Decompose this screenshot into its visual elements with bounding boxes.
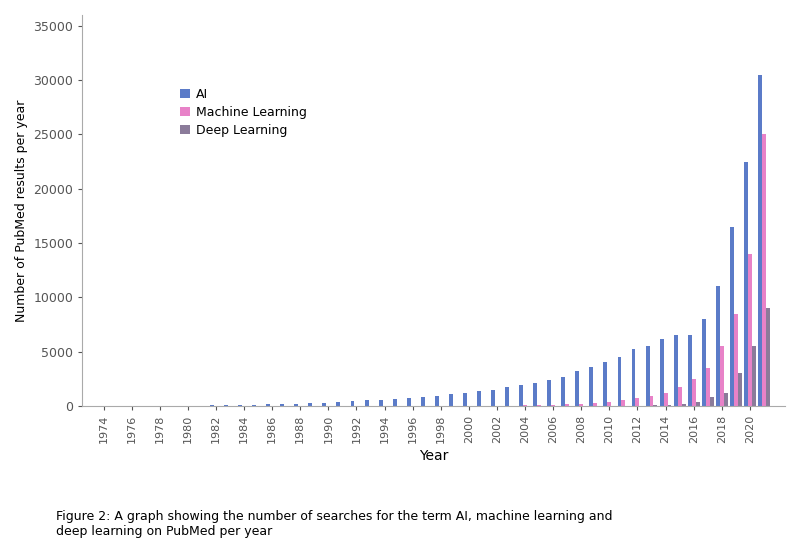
Bar — [566, 404, 569, 406]
Bar — [622, 400, 626, 406]
Bar — [734, 314, 738, 406]
Bar — [594, 403, 598, 406]
Bar — [660, 339, 664, 406]
Bar — [646, 346, 650, 406]
Bar — [252, 405, 256, 406]
Bar — [688, 336, 692, 406]
Bar — [280, 404, 284, 406]
Bar — [337, 402, 341, 406]
Bar — [378, 400, 382, 406]
Bar — [579, 403, 583, 406]
Bar — [730, 227, 734, 406]
Bar — [519, 385, 523, 406]
Bar — [678, 387, 682, 406]
Bar — [674, 336, 678, 406]
Bar — [724, 393, 728, 406]
Bar — [752, 346, 756, 406]
Bar — [766, 308, 770, 406]
Bar — [618, 357, 622, 406]
Bar — [748, 254, 752, 406]
Bar — [477, 391, 481, 406]
Bar — [716, 287, 720, 406]
Bar — [631, 350, 635, 406]
Bar — [664, 393, 667, 406]
Legend: AI, Machine Learning, Deep Learning: AI, Machine Learning, Deep Learning — [180, 88, 307, 137]
Bar — [294, 403, 298, 406]
Bar — [547, 380, 551, 406]
Bar — [421, 396, 425, 406]
Bar — [406, 397, 410, 406]
Bar — [682, 403, 686, 406]
Bar — [650, 396, 654, 406]
Text: Figure 2: A graph showing the number of searches for the term AI, machine learni: Figure 2: A graph showing the number of … — [56, 509, 613, 538]
Bar — [238, 405, 242, 406]
Bar — [534, 383, 537, 406]
Bar — [738, 373, 742, 406]
Bar — [635, 398, 639, 406]
Bar — [463, 393, 467, 406]
Bar — [590, 367, 594, 406]
Bar — [575, 371, 579, 406]
Bar — [692, 378, 696, 406]
Bar — [720, 346, 724, 406]
Bar — [435, 395, 438, 406]
Bar — [322, 402, 326, 406]
Bar — [762, 135, 766, 406]
Bar — [710, 397, 714, 406]
Bar — [365, 400, 369, 406]
Bar — [706, 368, 710, 406]
Bar — [607, 401, 611, 406]
Y-axis label: Number of PubMed results per year: Number of PubMed results per year — [15, 99, 28, 321]
Bar — [308, 403, 312, 406]
Bar — [696, 401, 699, 406]
Bar — [350, 401, 354, 406]
Bar — [449, 394, 453, 406]
Bar — [551, 405, 555, 406]
Bar — [744, 162, 748, 406]
Bar — [393, 399, 397, 406]
Bar — [224, 405, 228, 406]
Bar — [702, 319, 706, 406]
Bar — [505, 387, 509, 406]
Bar — [667, 405, 671, 406]
Bar — [562, 376, 566, 406]
Bar — [537, 405, 541, 406]
Bar — [603, 362, 607, 406]
X-axis label: Year: Year — [419, 449, 449, 463]
Bar — [266, 405, 270, 406]
Bar — [491, 389, 495, 406]
Bar — [758, 75, 762, 406]
